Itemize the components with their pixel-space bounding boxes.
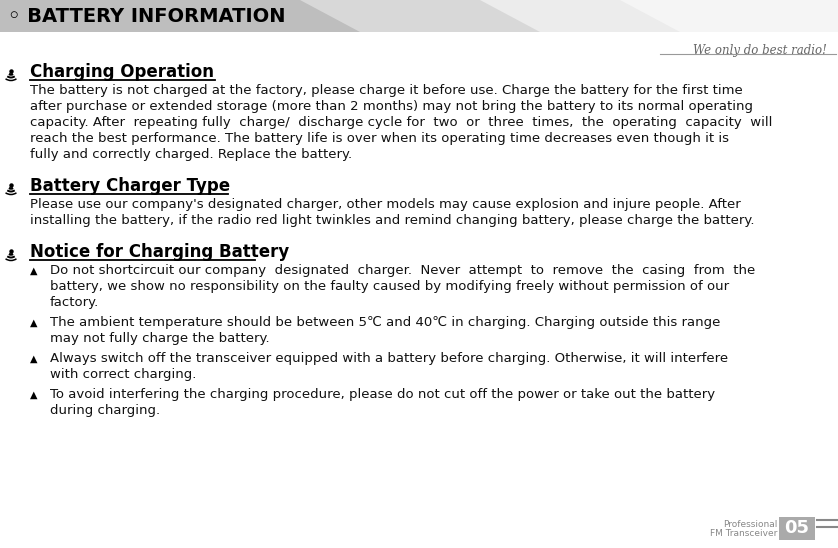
Text: Do not shortcircuit our company  designated  charger.  Never  attempt  to  remov: Do not shortcircuit our company designat… bbox=[50, 264, 755, 277]
Text: after purchase or extended storage (more than 2 months) may not bring the batter: after purchase or extended storage (more… bbox=[30, 100, 753, 113]
Text: fully and correctly charged. Replace the battery.: fully and correctly charged. Replace the… bbox=[30, 148, 352, 161]
Text: ▲: ▲ bbox=[30, 354, 38, 364]
Text: 05: 05 bbox=[784, 519, 810, 537]
Text: We only do best radio!: We only do best radio! bbox=[693, 44, 827, 57]
Text: installing the battery, if the radio red light twinkles and remind changing batt: installing the battery, if the radio red… bbox=[30, 214, 754, 227]
Polygon shape bbox=[620, 0, 838, 32]
Text: during charging.: during charging. bbox=[50, 404, 160, 417]
Text: ▲: ▲ bbox=[30, 266, 38, 276]
Text: FM Transceiver: FM Transceiver bbox=[710, 529, 777, 538]
Text: The ambient temperature should be between 5℃ and 40℃ in charging. Charging outsi: The ambient temperature should be betwee… bbox=[50, 316, 721, 329]
Text: ▲: ▲ bbox=[30, 390, 38, 400]
Text: ▲: ▲ bbox=[30, 318, 38, 328]
Polygon shape bbox=[480, 0, 838, 32]
Text: Always switch off the transceiver equipped with a battery before charging. Other: Always switch off the transceiver equipp… bbox=[50, 352, 728, 365]
Text: Professional: Professional bbox=[722, 520, 777, 529]
FancyBboxPatch shape bbox=[0, 0, 838, 32]
Text: Battery Charger Type: Battery Charger Type bbox=[30, 177, 230, 195]
Text: The battery is not charged at the factory, please charge it before use. Charge t: The battery is not charged at the factor… bbox=[30, 84, 742, 97]
Text: factory.: factory. bbox=[50, 296, 99, 309]
Polygon shape bbox=[300, 0, 838, 32]
Text: with correct charging.: with correct charging. bbox=[50, 368, 196, 381]
Text: capacity. After  repeating fully  charge/  discharge cycle for  two  or  three  : capacity. After repeating fully charge/ … bbox=[30, 116, 773, 129]
Text: Please use our company's designated charger, other models may cause explosion an: Please use our company's designated char… bbox=[30, 198, 741, 211]
Text: Notice for Charging Battery: Notice for Charging Battery bbox=[30, 243, 289, 261]
FancyBboxPatch shape bbox=[779, 517, 815, 540]
Text: may not fully charge the battery.: may not fully charge the battery. bbox=[50, 332, 270, 345]
Text: Charging Operation: Charging Operation bbox=[30, 63, 214, 81]
Text: battery, we show no responsibility on the faulty caused by modifying freely with: battery, we show no responsibility on th… bbox=[50, 280, 729, 293]
Text: To avoid interfering the charging procedure, please do not cut off the power or : To avoid interfering the charging proced… bbox=[50, 388, 715, 401]
Text: ◦ BATTERY INFORMATION: ◦ BATTERY INFORMATION bbox=[8, 7, 286, 26]
Text: reach the best performance. The battery life is over when its operating time dec: reach the best performance. The battery … bbox=[30, 132, 729, 145]
